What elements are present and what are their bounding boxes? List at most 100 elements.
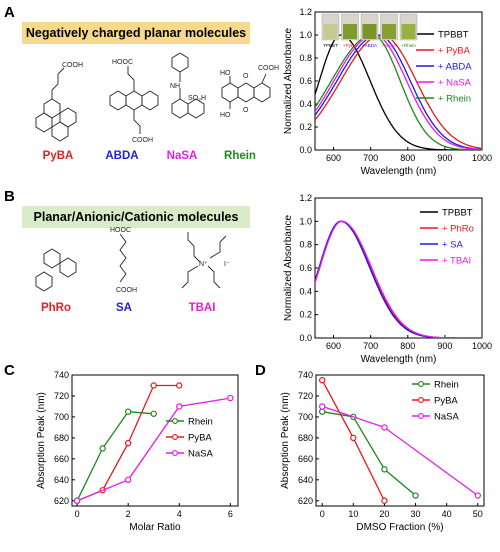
x-tick-label: 10 — [348, 509, 358, 519]
y-tick-label: 680 — [298, 433, 313, 443]
data-point — [73, 497, 81, 504]
series-line — [315, 34, 482, 150]
data-point — [381, 497, 388, 504]
series-line — [315, 220, 482, 338]
label-sa: SA — [116, 302, 132, 314]
vial-label: TPBBT — [323, 43, 338, 48]
panel-letter-b: B — [4, 188, 15, 205]
series-0 — [322, 411, 417, 496]
vial-label: +Rhein — [401, 43, 416, 48]
x-tick-label: 700 — [363, 153, 378, 163]
x-tick-label: 600 — [326, 153, 341, 163]
legend-label: NaSA — [434, 412, 459, 423]
data-point — [381, 424, 388, 431]
legend-label: PyBA — [188, 433, 212, 444]
series-3 — [315, 34, 482, 150]
series-3 — [315, 220, 482, 338]
series-4 — [315, 34, 482, 150]
x-tick-label: 900 — [437, 341, 452, 351]
legend: Rhein PyBA NaSA — [166, 417, 213, 460]
y-tick-label: 0.8 — [299, 53, 312, 63]
x-tick-label: 1000 — [472, 341, 492, 351]
legend-label: PyBA — [434, 396, 458, 407]
legend-marker — [418, 413, 424, 419]
series-2 — [315, 34, 482, 150]
label-abda: ABDA — [105, 150, 139, 162]
vial-label: +ABDA — [362, 43, 378, 48]
x-tick-label: 2 — [126, 509, 131, 519]
series-line — [315, 34, 482, 150]
legend: TPBBT + PhRo + SA + TBAI — [420, 208, 474, 267]
x-tick-label: 40 — [442, 509, 452, 519]
y-tick-label: 0.8 — [299, 240, 312, 250]
x-tick-label: 900 — [437, 153, 452, 163]
x-tick-label: 800 — [400, 153, 415, 163]
label-tbai: TBAI — [188, 302, 216, 314]
label-rhein: Rhein — [224, 150, 256, 162]
legend-label: + SA — [442, 240, 464, 251]
x-tick-label: 800 — [400, 341, 415, 351]
y-tick-label: 640 — [54, 475, 69, 485]
legend-label: + TBAI — [442, 256, 471, 267]
y-axis-label: Normalized Absorbance — [283, 27, 294, 134]
label-pyba: PyBA — [42, 150, 74, 162]
x-tick-label: 30 — [411, 509, 421, 519]
x-tick-label: 6 — [228, 509, 233, 519]
y-tick-label: 680 — [54, 433, 69, 443]
label-nasa: NaSA — [166, 150, 198, 162]
plot-frame — [315, 374, 485, 507]
legend-label: + PyBA — [438, 46, 471, 57]
panel-letter-c: C — [4, 362, 15, 379]
plot-frame — [71, 374, 239, 507]
vial-liquid — [382, 24, 396, 39]
legend-label: Rhein — [188, 417, 213, 428]
x-tick-label: 600 — [326, 341, 341, 351]
y-tick-label: 720 — [298, 391, 313, 401]
data-point — [124, 476, 132, 483]
y-tick-label: 0.2 — [299, 310, 312, 320]
series-line — [76, 397, 231, 502]
data-point — [319, 377, 326, 384]
y-tick-label: 620 — [298, 496, 313, 506]
plot-frame — [314, 197, 483, 339]
legend-marker — [172, 450, 178, 456]
series-0 — [76, 411, 154, 502]
x-axis-label: Molar Ratio — [129, 522, 181, 533]
data-point — [150, 382, 157, 389]
y-tick-label: 0.0 — [299, 333, 312, 343]
x-tick-label: 4 — [177, 509, 182, 519]
y-axis-label: Absorption Peak (nm) — [36, 392, 47, 489]
series-1 — [315, 34, 482, 150]
y-tick-label: 0.6 — [299, 263, 312, 273]
x-axis-label: Wavelength (nm) — [361, 354, 437, 365]
x-tick-label: 700 — [363, 341, 378, 351]
legend: TPBBT + PyBA + ABDA + NaSA + Rhein — [416, 30, 472, 105]
chart-c: 0 2 4 6 620 640 660 680 700 720 740 Molar Ratio Abso… — [36, 370, 239, 533]
vial-liquid — [323, 24, 338, 39]
y-tick-label: 640 — [298, 475, 313, 485]
data-point — [176, 403, 183, 410]
y-tick-label: 740 — [54, 370, 69, 380]
series-line — [315, 34, 482, 150]
legend-label: + PhRo — [442, 224, 474, 235]
panel-a-banner: Negatively charged planar molecules — [22, 22, 250, 44]
legend-marker — [172, 434, 178, 440]
y-tick-label: 1.2 — [299, 193, 312, 203]
data-point — [124, 408, 132, 415]
legend-label: + ABDA — [438, 62, 472, 73]
y-tick-label: 620 — [54, 496, 69, 506]
legend-marker — [418, 381, 424, 387]
vial-liquid — [401, 24, 416, 39]
legend-marker — [418, 397, 424, 403]
data-point — [99, 445, 106, 452]
y-tick-label: 700 — [298, 412, 313, 422]
data-point — [319, 403, 326, 410]
y-tick-label: 0.4 — [299, 286, 312, 296]
data-point — [350, 434, 357, 442]
data-point — [176, 382, 183, 389]
x-tick-label: 0 — [320, 509, 325, 519]
y-tick-label: 0.2 — [299, 122, 312, 132]
vial-label: +NaSA — [382, 43, 398, 48]
y-tick-label: 660 — [298, 454, 313, 464]
data-point — [150, 410, 157, 417]
